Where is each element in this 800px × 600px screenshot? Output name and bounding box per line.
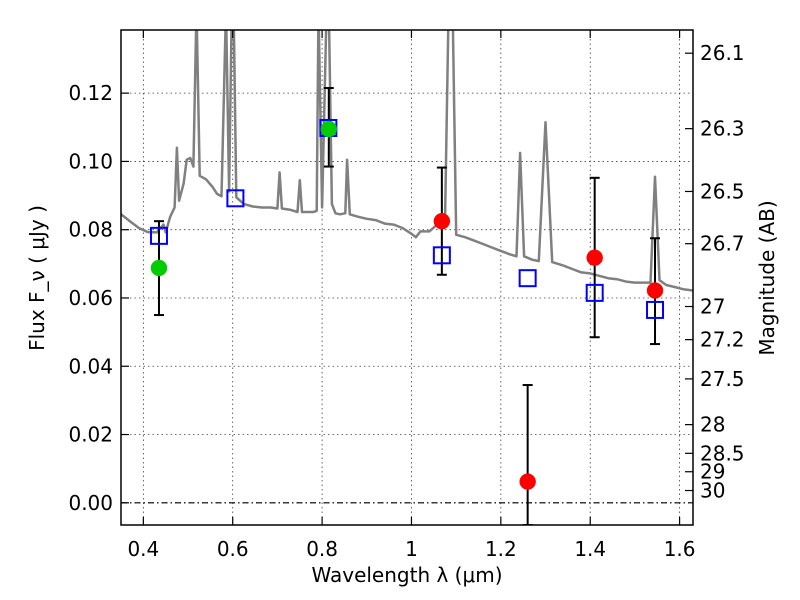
magnitude-tick-label: 26.7 — [700, 232, 745, 256]
y-tick-label: 0.02 — [68, 423, 113, 447]
y-tick-label: 0.04 — [68, 354, 113, 378]
magnitude-tick-label: 27 — [700, 295, 725, 319]
model-spectrum-line — [121, 30, 693, 292]
magnitude-tick-label: 27.2 — [700, 328, 745, 352]
y-tick-label: 0.00 — [68, 491, 113, 515]
model-box — [646, 300, 665, 319]
x-tick-label: 1.2 — [485, 537, 517, 561]
observed-point — [646, 282, 664, 299]
observed-point — [519, 473, 536, 490]
observed-point — [586, 249, 603, 266]
model-box — [585, 283, 604, 302]
x-tick-label: 1.4 — [574, 537, 606, 561]
x-tick-label: 0.8 — [306, 537, 338, 561]
axis-ticks — [121, 30, 693, 525]
magnitude-tick-label: 28 — [700, 413, 725, 437]
x-tick-label: 1 — [405, 537, 418, 561]
plot-area — [121, 30, 693, 525]
model-box — [518, 269, 537, 288]
observed-point — [320, 120, 338, 138]
magnitude-tick-label: 26.3 — [700, 117, 745, 141]
model-box — [432, 246, 451, 265]
y-tick-label: 0.10 — [68, 149, 113, 173]
magnitude-tick-label: 26.5 — [700, 179, 745, 203]
magnitude-tick-label: 29 — [700, 460, 725, 484]
x-tick-label: 0.6 — [217, 537, 249, 561]
plot-frame — [120, 29, 694, 526]
x-axis-title: Wavelength λ (μm) — [311, 563, 502, 587]
model-box — [226, 189, 245, 208]
x-tick-label: 1.6 — [664, 537, 696, 561]
grid — [121, 30, 693, 525]
y-axis-right-title: Magnitude (AB) — [755, 200, 779, 355]
tick-labels: 0.4 0.6 0.8 1 1.2 1.4 1.6 0.00 0.02 0.04 0.06 0.08 0… — [68, 41, 744, 561]
model-box — [149, 226, 168, 245]
magnitude-tick-label: 27.5 — [700, 367, 745, 391]
magnitude-tick-label: 28.5 — [700, 441, 745, 465]
x-tick-label: 0.4 — [127, 537, 159, 561]
y-tick-label: 0.08 — [68, 218, 113, 242]
magnitude-tick-label: 30 — [700, 479, 725, 503]
y-axis-title: Flux F_ν ( μJy ) — [25, 205, 49, 351]
plot-background — [121, 30, 693, 525]
y-tick-label: 0.06 — [68, 286, 113, 310]
magnitude-tick-label: 26.1 — [700, 41, 745, 65]
observed-points — [150, 120, 664, 490]
y-tick-label: 0.12 — [68, 81, 113, 105]
observed-point — [150, 259, 168, 277]
observed-point — [433, 212, 451, 230]
